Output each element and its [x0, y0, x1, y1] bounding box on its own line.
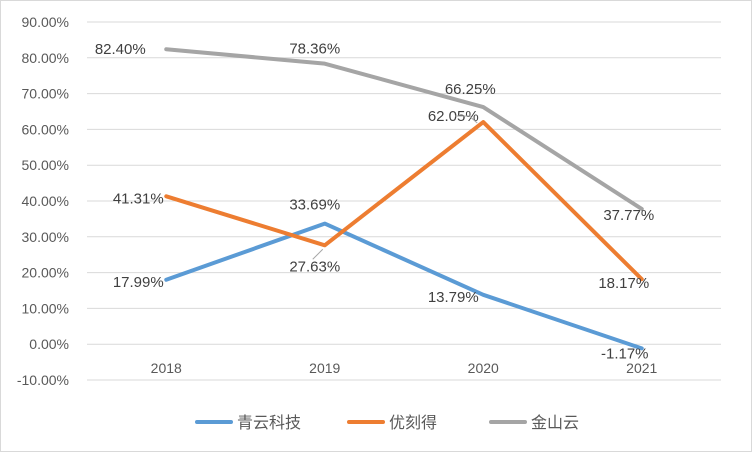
legend-entry: 青云科技	[237, 414, 301, 432]
data-label: 66.25%	[445, 81, 496, 98]
data-label: 18.17%	[598, 275, 649, 292]
y-tick-label: -10.00%	[17, 372, 69, 388]
series-line-0	[164, 221, 644, 351]
data-label: 78.36%	[289, 41, 340, 58]
y-tick-label: 10.00%	[22, 300, 69, 316]
data-label: 27.63%	[289, 258, 340, 275]
legend: 青云科技 优刻得 金山云	[195, 414, 579, 432]
leader-line	[312, 248, 324, 260]
x-tick-label: 2018	[151, 360, 182, 376]
y-tick-label: 80.00%	[22, 50, 69, 66]
x-tick-label: 2020	[468, 360, 499, 376]
legend-entry: 优刻得	[389, 414, 437, 432]
data-label: 17.99%	[113, 274, 164, 291]
data-label: 33.69%	[289, 197, 340, 214]
data-label: 82.40%	[95, 41, 146, 58]
x-axis-ticks: 2018 2019 2020 2021	[151, 360, 658, 376]
series-lines	[164, 47, 644, 351]
leader-line	[455, 115, 478, 124]
data-label: 37.77%	[603, 207, 654, 224]
y-tick-label: 60.00%	[22, 121, 69, 137]
y-tick-label: 30.00%	[22, 229, 69, 245]
data-label: 13.79%	[428, 289, 479, 306]
legend-entry: 金山云	[531, 414, 579, 432]
series-line-2	[164, 47, 644, 211]
x-tick-label: 2021	[626, 360, 657, 376]
x-tick-label: 2019	[309, 360, 340, 376]
gridlines	[87, 21, 721, 381]
y-tick-label: 40.00%	[22, 193, 69, 209]
y-tick-label: 70.00%	[22, 86, 69, 102]
y-tick-label: 50.00%	[22, 157, 69, 173]
data-label: 41.31%	[113, 190, 164, 207]
y-tick-label: 0.00%	[29, 336, 69, 352]
data-labels: 17.99% 33.69% 13.79% -1.17% 41.31% 27.63% 62.0…	[95, 41, 654, 363]
data-label: 62.05%	[428, 108, 479, 125]
data-label: -1.17%	[601, 345, 649, 362]
series-line-1	[164, 120, 644, 282]
y-axis-ticks: -10.00% 0.00% 10.00% 20.00% 30.00% 40.00% 50.0…	[17, 14, 69, 388]
y-tick-label: 20.00%	[22, 265, 69, 281]
y-tick-label: 90.00%	[22, 14, 69, 30]
